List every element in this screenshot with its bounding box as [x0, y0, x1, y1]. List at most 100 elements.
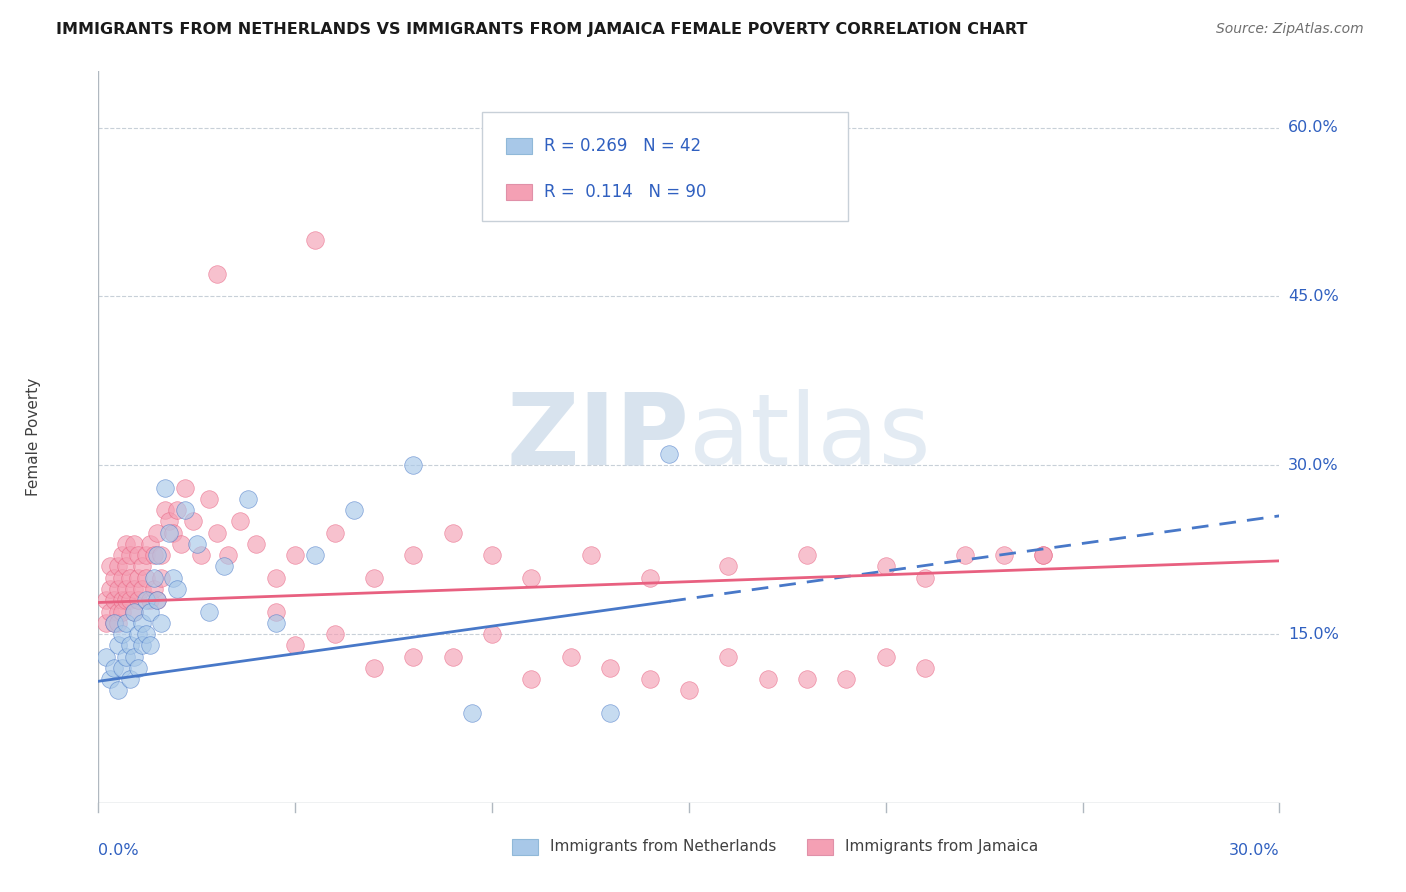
- Point: [122, 605, 145, 619]
- Point: [127, 627, 149, 641]
- Point: [118, 672, 141, 686]
- Point: [127, 571, 149, 585]
- Point: [103, 571, 125, 585]
- Text: 45.0%: 45.0%: [1288, 289, 1339, 304]
- Point: [103, 615, 125, 630]
- Point: [796, 548, 818, 562]
- Point: [111, 571, 134, 585]
- Text: IMMIGRANTS FROM NETHERLANDS VS IMMIGRANTS FROM JAMAICA FEMALE POVERTY CORRELATIO: IMMIGRANTS FROM NETHERLANDS VS IMMIGRANT…: [56, 22, 1028, 37]
- Point: [138, 638, 160, 652]
- Point: [481, 627, 503, 641]
- Point: [264, 605, 287, 619]
- Point: [658, 447, 681, 461]
- Point: [96, 649, 118, 664]
- Point: [560, 649, 582, 664]
- Point: [122, 649, 145, 664]
- Point: [174, 503, 197, 517]
- Point: [150, 548, 173, 562]
- Point: [127, 593, 149, 607]
- Point: [146, 548, 169, 562]
- Text: 60.0%: 60.0%: [1288, 120, 1339, 135]
- Point: [107, 683, 129, 698]
- FancyBboxPatch shape: [506, 184, 531, 200]
- Point: [162, 571, 184, 585]
- Point: [323, 525, 346, 540]
- Point: [1032, 548, 1054, 562]
- Point: [107, 615, 129, 630]
- Point: [214, 559, 236, 574]
- Point: [323, 627, 346, 641]
- Point: [111, 593, 134, 607]
- Point: [135, 627, 157, 641]
- Point: [115, 582, 138, 596]
- Point: [138, 537, 160, 551]
- Text: 30.0%: 30.0%: [1288, 458, 1339, 473]
- Text: R = 0.269   N = 42: R = 0.269 N = 42: [544, 137, 700, 155]
- Point: [103, 615, 125, 630]
- Point: [135, 571, 157, 585]
- Point: [441, 649, 464, 664]
- Point: [98, 582, 121, 596]
- Point: [205, 267, 228, 281]
- Point: [155, 503, 177, 517]
- Point: [638, 672, 661, 686]
- Point: [118, 593, 141, 607]
- Point: [135, 593, 157, 607]
- Point: [98, 672, 121, 686]
- Point: [304, 548, 326, 562]
- Point: [186, 537, 208, 551]
- Point: [111, 605, 134, 619]
- Point: [122, 582, 145, 596]
- Point: [157, 515, 180, 529]
- Point: [205, 525, 228, 540]
- Point: [142, 548, 165, 562]
- Point: [107, 582, 129, 596]
- FancyBboxPatch shape: [506, 138, 531, 154]
- Point: [107, 638, 129, 652]
- Point: [146, 593, 169, 607]
- Point: [118, 548, 141, 562]
- Text: ZIP: ZIP: [506, 389, 689, 485]
- Point: [953, 548, 976, 562]
- Point: [122, 605, 145, 619]
- Point: [155, 481, 177, 495]
- Text: Immigrants from Netherlands: Immigrants from Netherlands: [550, 839, 776, 855]
- Point: [131, 559, 153, 574]
- Point: [111, 548, 134, 562]
- Point: [796, 672, 818, 686]
- Point: [1032, 548, 1054, 562]
- Point: [98, 559, 121, 574]
- Point: [115, 593, 138, 607]
- Text: Female Poverty: Female Poverty: [25, 378, 41, 496]
- Point: [103, 661, 125, 675]
- Point: [284, 638, 307, 652]
- Point: [111, 661, 134, 675]
- Text: 0.0%: 0.0%: [98, 843, 139, 858]
- Point: [520, 672, 543, 686]
- Point: [127, 661, 149, 675]
- Point: [284, 548, 307, 562]
- Point: [111, 627, 134, 641]
- Point: [162, 525, 184, 540]
- Point: [115, 615, 138, 630]
- FancyBboxPatch shape: [482, 112, 848, 221]
- Point: [461, 706, 484, 720]
- Text: 30.0%: 30.0%: [1229, 843, 1279, 858]
- FancyBboxPatch shape: [807, 838, 832, 855]
- Point: [363, 571, 385, 585]
- Point: [481, 548, 503, 562]
- Point: [914, 661, 936, 675]
- Text: 15.0%: 15.0%: [1288, 626, 1339, 641]
- Point: [264, 571, 287, 585]
- Point: [197, 491, 219, 506]
- Point: [150, 571, 173, 585]
- Point: [157, 525, 180, 540]
- Point: [131, 638, 153, 652]
- Point: [402, 458, 425, 473]
- Point: [599, 706, 621, 720]
- Point: [520, 571, 543, 585]
- Point: [118, 571, 141, 585]
- Point: [236, 491, 259, 506]
- Point: [579, 548, 602, 562]
- Point: [103, 593, 125, 607]
